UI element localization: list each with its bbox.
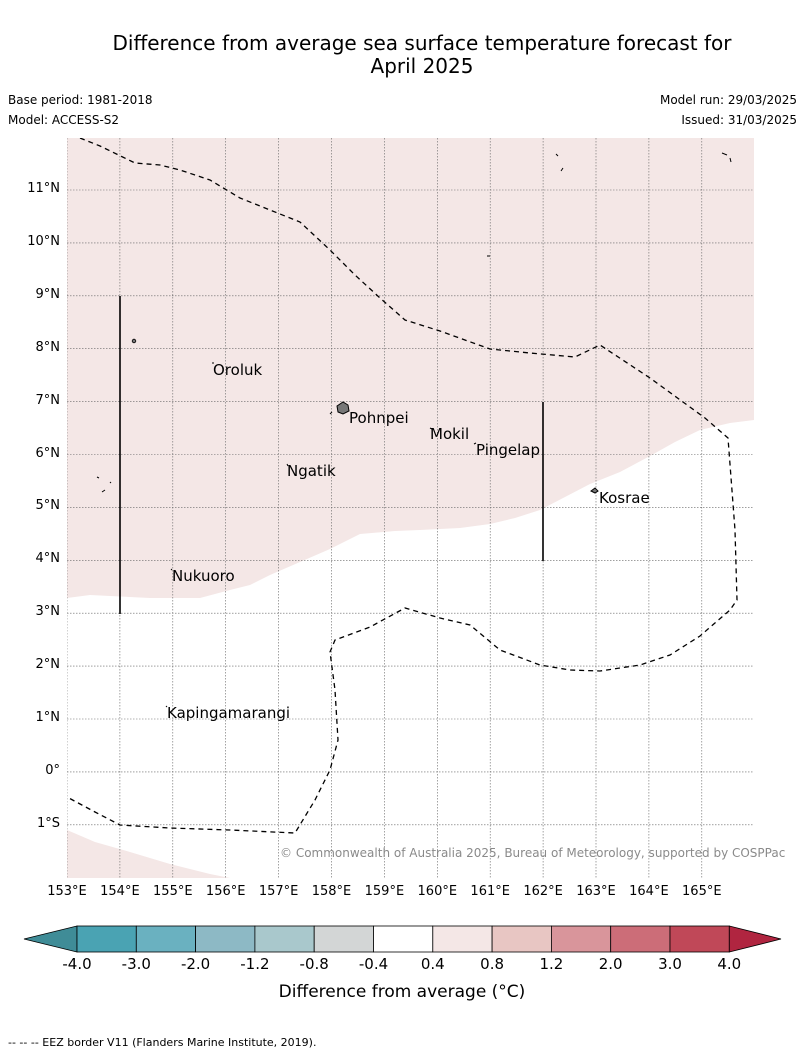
longitude-label: 156°E (205, 884, 246, 899)
colorbar-segment (135, 925, 197, 953)
colorbar-tick-label: -0.4 (358, 955, 389, 973)
label-kapingamarangi: Kapingamarangi (167, 704, 290, 722)
kosrae-island (590, 487, 599, 494)
label-pingelap: Pingelap (476, 441, 540, 459)
model-run: Model run: 29/03/2025 (659, 93, 797, 107)
latitude-label: 8°N (35, 339, 61, 355)
longitude-label: 164°E (629, 884, 669, 899)
colorbar-segment (76, 925, 137, 953)
longitude-label: 158°E (311, 884, 352, 899)
colorbar-tick-label: -1.2 (240, 955, 270, 973)
pohnpei-island (336, 401, 350, 415)
label-ngatik: Ngatik (287, 462, 336, 480)
warm-anomaly-region-south (67, 830, 230, 878)
colorbar-segment (195, 925, 256, 953)
latitude-label: 6°N (35, 445, 61, 461)
latitude-label: 4°N (35, 551, 61, 567)
colorbar-tick-label: 0.8 (480, 955, 505, 973)
longitude-label: 163°E (576, 884, 616, 899)
warm-anomaly-region (67, 138, 754, 598)
latitude-label: 2°N (35, 657, 61, 673)
colorbar-tick-label: -4.0 (62, 955, 92, 973)
longitude-label: 157°E (258, 884, 299, 899)
latitude-label: 7°N (35, 392, 61, 408)
latitude-label: 11°N (27, 181, 60, 196)
colorbar-segment (551, 925, 612, 953)
colorbar-extend-low (23, 925, 78, 953)
colorbar-segment (669, 925, 730, 953)
title-line-2: April 2025 (370, 54, 474, 78)
copyright-notice: © Commonwealth of Australia 2025, Bureau… (280, 846, 786, 860)
longitude-label: 154°E (100, 884, 140, 899)
colorbar-tick-label: 4.0 (717, 955, 742, 973)
latitude-label: 9°N (35, 286, 61, 302)
latitude-label: 3°N (35, 604, 61, 620)
label-mokil: Mokil (430, 425, 469, 443)
colorbar-tick-label: 0.4 (420, 955, 445, 973)
colorbar-tick-label: -0.8 (299, 955, 329, 973)
eez-border (67, 138, 738, 834)
longitude-label: 153°E (47, 884, 87, 899)
colorbar-title: Difference from average (°C) (278, 982, 526, 1002)
colorbar-tick-label: 2.0 (598, 955, 623, 973)
colorbar-extend-high (728, 925, 782, 953)
colorbar-segment (610, 925, 671, 953)
label-oroluk: Oroluk (213, 361, 262, 379)
base-period: Base period: 1981-2018 (8, 93, 153, 107)
longitude-label: 162°E (523, 884, 563, 899)
small-island (131, 338, 137, 344)
colorbar-tick-label: 3.0 (658, 955, 682, 973)
colorbar-tick-label: -3.0 (121, 955, 151, 973)
latitude-label: 10°N (27, 233, 60, 249)
colorbar-segment (313, 925, 374, 953)
colorbar-segment (373, 925, 434, 953)
latitude-label: 0° (45, 762, 60, 778)
colorbar (23, 925, 782, 953)
map-title: Difference from average sea surface temp… (40, 32, 804, 78)
colorbar-segment (432, 925, 493, 953)
colorbar-segment (491, 925, 552, 953)
label-pohnpei: Pohnpei (349, 409, 409, 427)
latitude-label: 1°S (36, 815, 60, 831)
longitude-label: 165°E (682, 884, 722, 899)
longitude-label: 160°E (417, 884, 458, 899)
eez-footnote: -- -- -- EEZ border V11 (Flanders Marine… (8, 1036, 317, 1049)
label-kosrae: Kosrae (599, 489, 650, 507)
colorbar-tick-label: 1.2 (539, 955, 564, 973)
longitude-label: 161°E (470, 884, 510, 899)
graticule (67, 138, 754, 878)
title-line-1: Difference from average sea surface temp… (112, 31, 732, 55)
latitude-label: 1°N (35, 710, 61, 725)
atoll-markers (96, 152, 732, 708)
label-nukuoro: Nukuoro (172, 567, 235, 585)
latitude-label: 5°N (35, 498, 61, 514)
longitude-label: 159°E (364, 884, 405, 899)
longitude-label: 155°E (153, 884, 193, 899)
model-name: Model: ACCESS-S2 (8, 113, 120, 127)
issued-date: Issued: 31/03/2025 (681, 113, 797, 127)
colorbar-segment (254, 925, 315, 953)
colorbar-tick-label: -2.0 (180, 955, 211, 973)
